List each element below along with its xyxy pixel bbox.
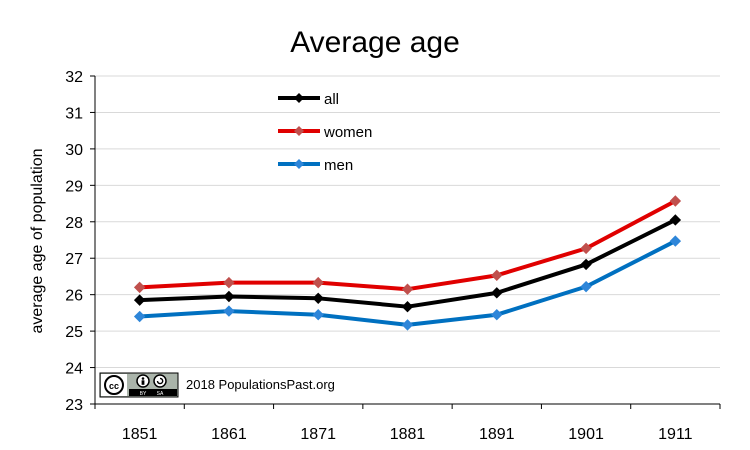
cc-by-text: BY [140,391,147,397]
cc-icon-glyph: cc [109,381,119,391]
legend-item-women: women [278,124,372,141]
series-all [133,214,682,313]
y-tick-label: 32 [65,69,83,86]
series-lines [133,195,682,331]
x-tick-label: 1901 [568,426,604,443]
data-point-all [223,290,235,303]
y-tick-label: 26 [65,288,83,305]
y-tick-label: 27 [65,251,83,268]
series-men [133,235,682,331]
x-tick-label: 1871 [300,426,336,443]
data-point-women [580,242,592,255]
cc-badge-bottom-strip [129,389,177,396]
data-point-men [312,309,324,321]
cc-sa-text: SA [157,391,164,397]
cc-icon [104,375,124,395]
series-women [133,195,682,295]
by-icon-body [141,380,145,385]
data-point-all [669,214,682,226]
data-point-all [133,294,146,306]
data-point-men [133,310,146,323]
data-point-all [580,258,592,271]
y-tick-label: 28 [65,215,83,232]
legend: all women men [278,91,372,174]
y-tick-label: 31 [65,105,83,122]
data-point-women [491,269,503,282]
data-point-women [312,276,324,289]
data-point-all [401,300,414,313]
y-tick-label: 29 [65,178,83,195]
by-icon-head [141,377,145,380]
data-point-men [669,235,682,247]
y-axis-label: average age of population [29,148,46,333]
gridlines [95,75,720,369]
sa-icon [153,374,167,388]
data-point-men [401,319,414,331]
data-point-women [133,281,146,294]
data-point-women [669,195,682,207]
sa-icon-arrow [156,377,164,385]
data-point-women [223,276,235,289]
legend-label: all [324,91,339,108]
data-point-men [491,309,503,321]
data-point-all [491,287,503,299]
x-tick-label: 1861 [211,426,247,443]
data-point-women [401,283,414,295]
y-tick-label: 25 [65,324,83,341]
x-tick-label: 1881 [390,426,426,443]
legend-item-men: men [278,157,353,174]
legend-swatch-marker [294,159,304,169]
legend-item-all: all [278,91,339,108]
data-point-men [223,305,235,317]
axes: 23 24 25 26 27 28 29 30 31 32 1851 1861 1871 1881 1891… [65,69,721,443]
legend-swatch-marker [294,126,304,136]
x-tick-label: 1891 [479,426,515,443]
license-badge: cc BY SA 2018 PopulationsPast.org [99,372,335,398]
y-tick-label: 24 [65,361,83,378]
x-tick-label: 1851 [122,426,158,443]
y-tick-label: 23 [65,397,83,414]
y-tick-label: 30 [65,142,83,159]
legend-label: women [323,124,372,141]
legend-label: men [324,157,353,174]
copyright-annotation: 2018 PopulationsPast.org [186,377,335,392]
x-tick-label: 1911 [658,426,693,443]
chart-title: Average age [290,26,460,59]
series-line-women [139,199,677,292]
legend-swatch-marker [294,93,304,103]
data-point-men [580,280,592,293]
data-point-all [312,292,324,305]
